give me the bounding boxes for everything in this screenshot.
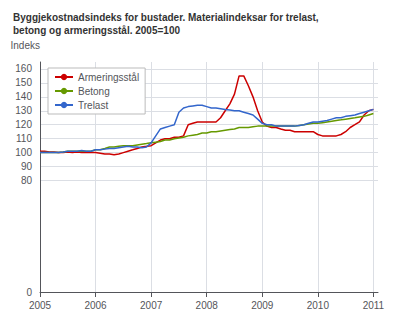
svg-text:2005: 2005 xyxy=(29,300,52,311)
svg-text:2007: 2007 xyxy=(140,300,163,311)
svg-text:2009: 2009 xyxy=(251,300,274,311)
svg-text:160: 160 xyxy=(15,63,32,74)
svg-text:Indeks: Indeks xyxy=(11,40,40,51)
svg-text:Armeringsstål: Armeringsstål xyxy=(78,72,139,83)
svg-text:90: 90 xyxy=(21,161,33,172)
svg-text:2006: 2006 xyxy=(84,300,107,311)
svg-text:betong og armeringsstål. 2005=: betong og armeringsstål. 2005=100 xyxy=(13,25,180,36)
svg-text:Betong: Betong xyxy=(78,86,110,97)
svg-text:Byggjekostnadsindeks for busta: Byggjekostnadsindeks for bustader. Mater… xyxy=(13,12,319,23)
svg-text:140: 140 xyxy=(15,91,32,102)
svg-text:2011: 2011 xyxy=(363,300,385,311)
svg-text:110: 110 xyxy=(16,133,32,144)
svg-text:2008: 2008 xyxy=(196,300,219,311)
svg-text:120: 120 xyxy=(15,119,32,130)
svg-text:80: 80 xyxy=(21,175,33,186)
svg-text:Trelast: Trelast xyxy=(78,100,108,111)
svg-text:130: 130 xyxy=(15,105,32,116)
svg-text:100: 100 xyxy=(15,147,32,158)
svg-text:2010: 2010 xyxy=(307,300,330,311)
svg-text:150: 150 xyxy=(15,77,32,88)
svg-text:0: 0 xyxy=(26,287,32,298)
